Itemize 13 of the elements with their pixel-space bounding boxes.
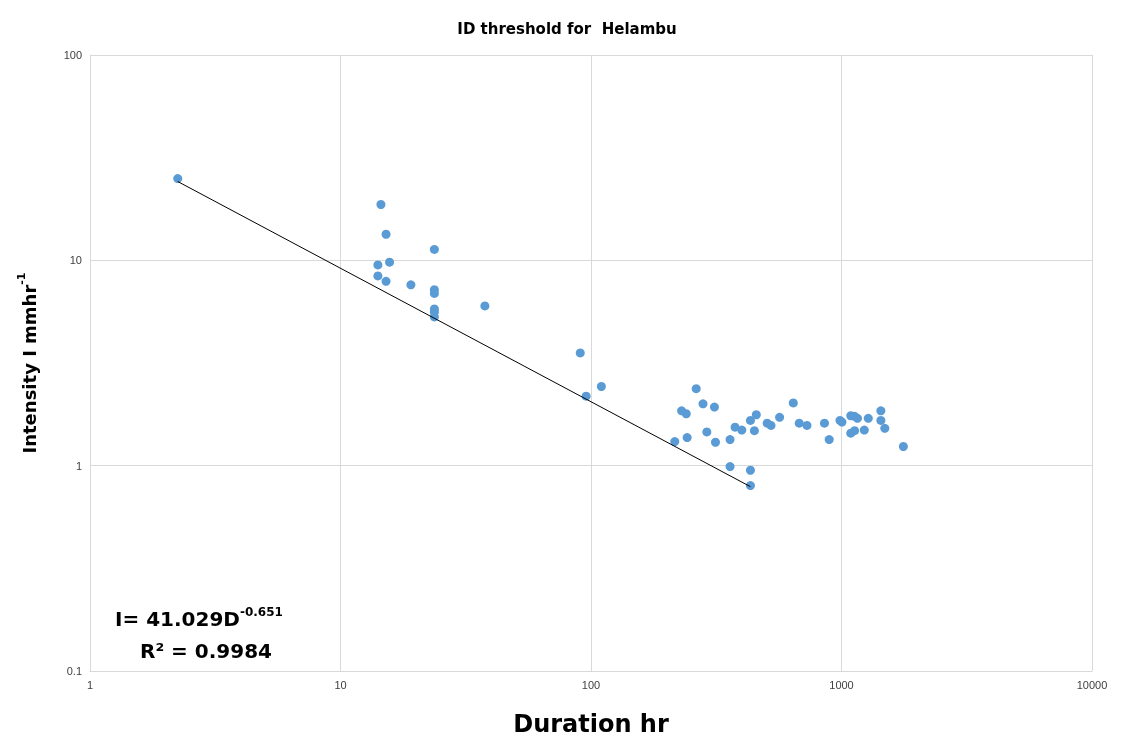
x-tick-label: 100 (581, 678, 601, 691)
x-tick-label: 10 (334, 678, 347, 691)
annotation: R² = 0.9984 (140, 639, 273, 663)
y-tick-label: 1 (75, 459, 82, 472)
y-tick-label: 10 (69, 254, 82, 267)
chart-title: ID threshold for Helambu (457, 19, 677, 38)
x-axis-title: Duration hr (513, 710, 669, 738)
y-tick-label: 0.1 (66, 665, 82, 677)
x-tick-label: 1 (86, 678, 94, 691)
x-tick-label: 10000 (1076, 678, 1108, 691)
y-tick-label: 100 (63, 49, 82, 61)
x-tick-label: 1000 (829, 678, 854, 691)
y-axis-title: Intensity I mmhr-1 (15, 272, 40, 454)
